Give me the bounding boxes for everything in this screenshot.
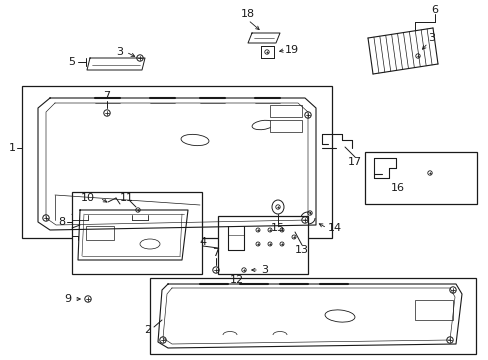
Bar	[218, 216, 307, 274]
Text: 8: 8	[59, 217, 65, 227]
Bar	[86, 226, 114, 240]
Text: 4: 4	[199, 237, 206, 247]
Bar	[364, 152, 476, 204]
Bar	[269, 105, 302, 117]
Text: 10: 10	[81, 193, 95, 203]
Text: 11: 11	[120, 193, 134, 203]
Text: 3: 3	[116, 47, 123, 57]
Text: 14: 14	[327, 223, 342, 233]
Text: 1: 1	[8, 143, 16, 153]
Text: 7: 7	[103, 91, 110, 101]
Bar	[22, 86, 331, 238]
Text: 6: 6	[430, 5, 438, 15]
Bar	[150, 278, 475, 354]
Text: 19: 19	[285, 45, 299, 55]
Text: 5: 5	[68, 57, 75, 67]
Bar	[414, 300, 452, 320]
Text: 13: 13	[294, 245, 308, 255]
Text: 3: 3	[261, 265, 268, 275]
Text: 2: 2	[144, 325, 151, 335]
Text: 15: 15	[270, 223, 285, 233]
Text: 9: 9	[64, 294, 71, 304]
Text: 16: 16	[390, 183, 404, 193]
Text: 3: 3	[427, 33, 435, 43]
Bar	[72, 192, 202, 274]
Text: 17: 17	[347, 157, 361, 167]
Text: 18: 18	[241, 9, 255, 19]
Bar	[269, 120, 302, 132]
Text: 7: 7	[212, 248, 219, 258]
Text: 12: 12	[229, 275, 244, 285]
